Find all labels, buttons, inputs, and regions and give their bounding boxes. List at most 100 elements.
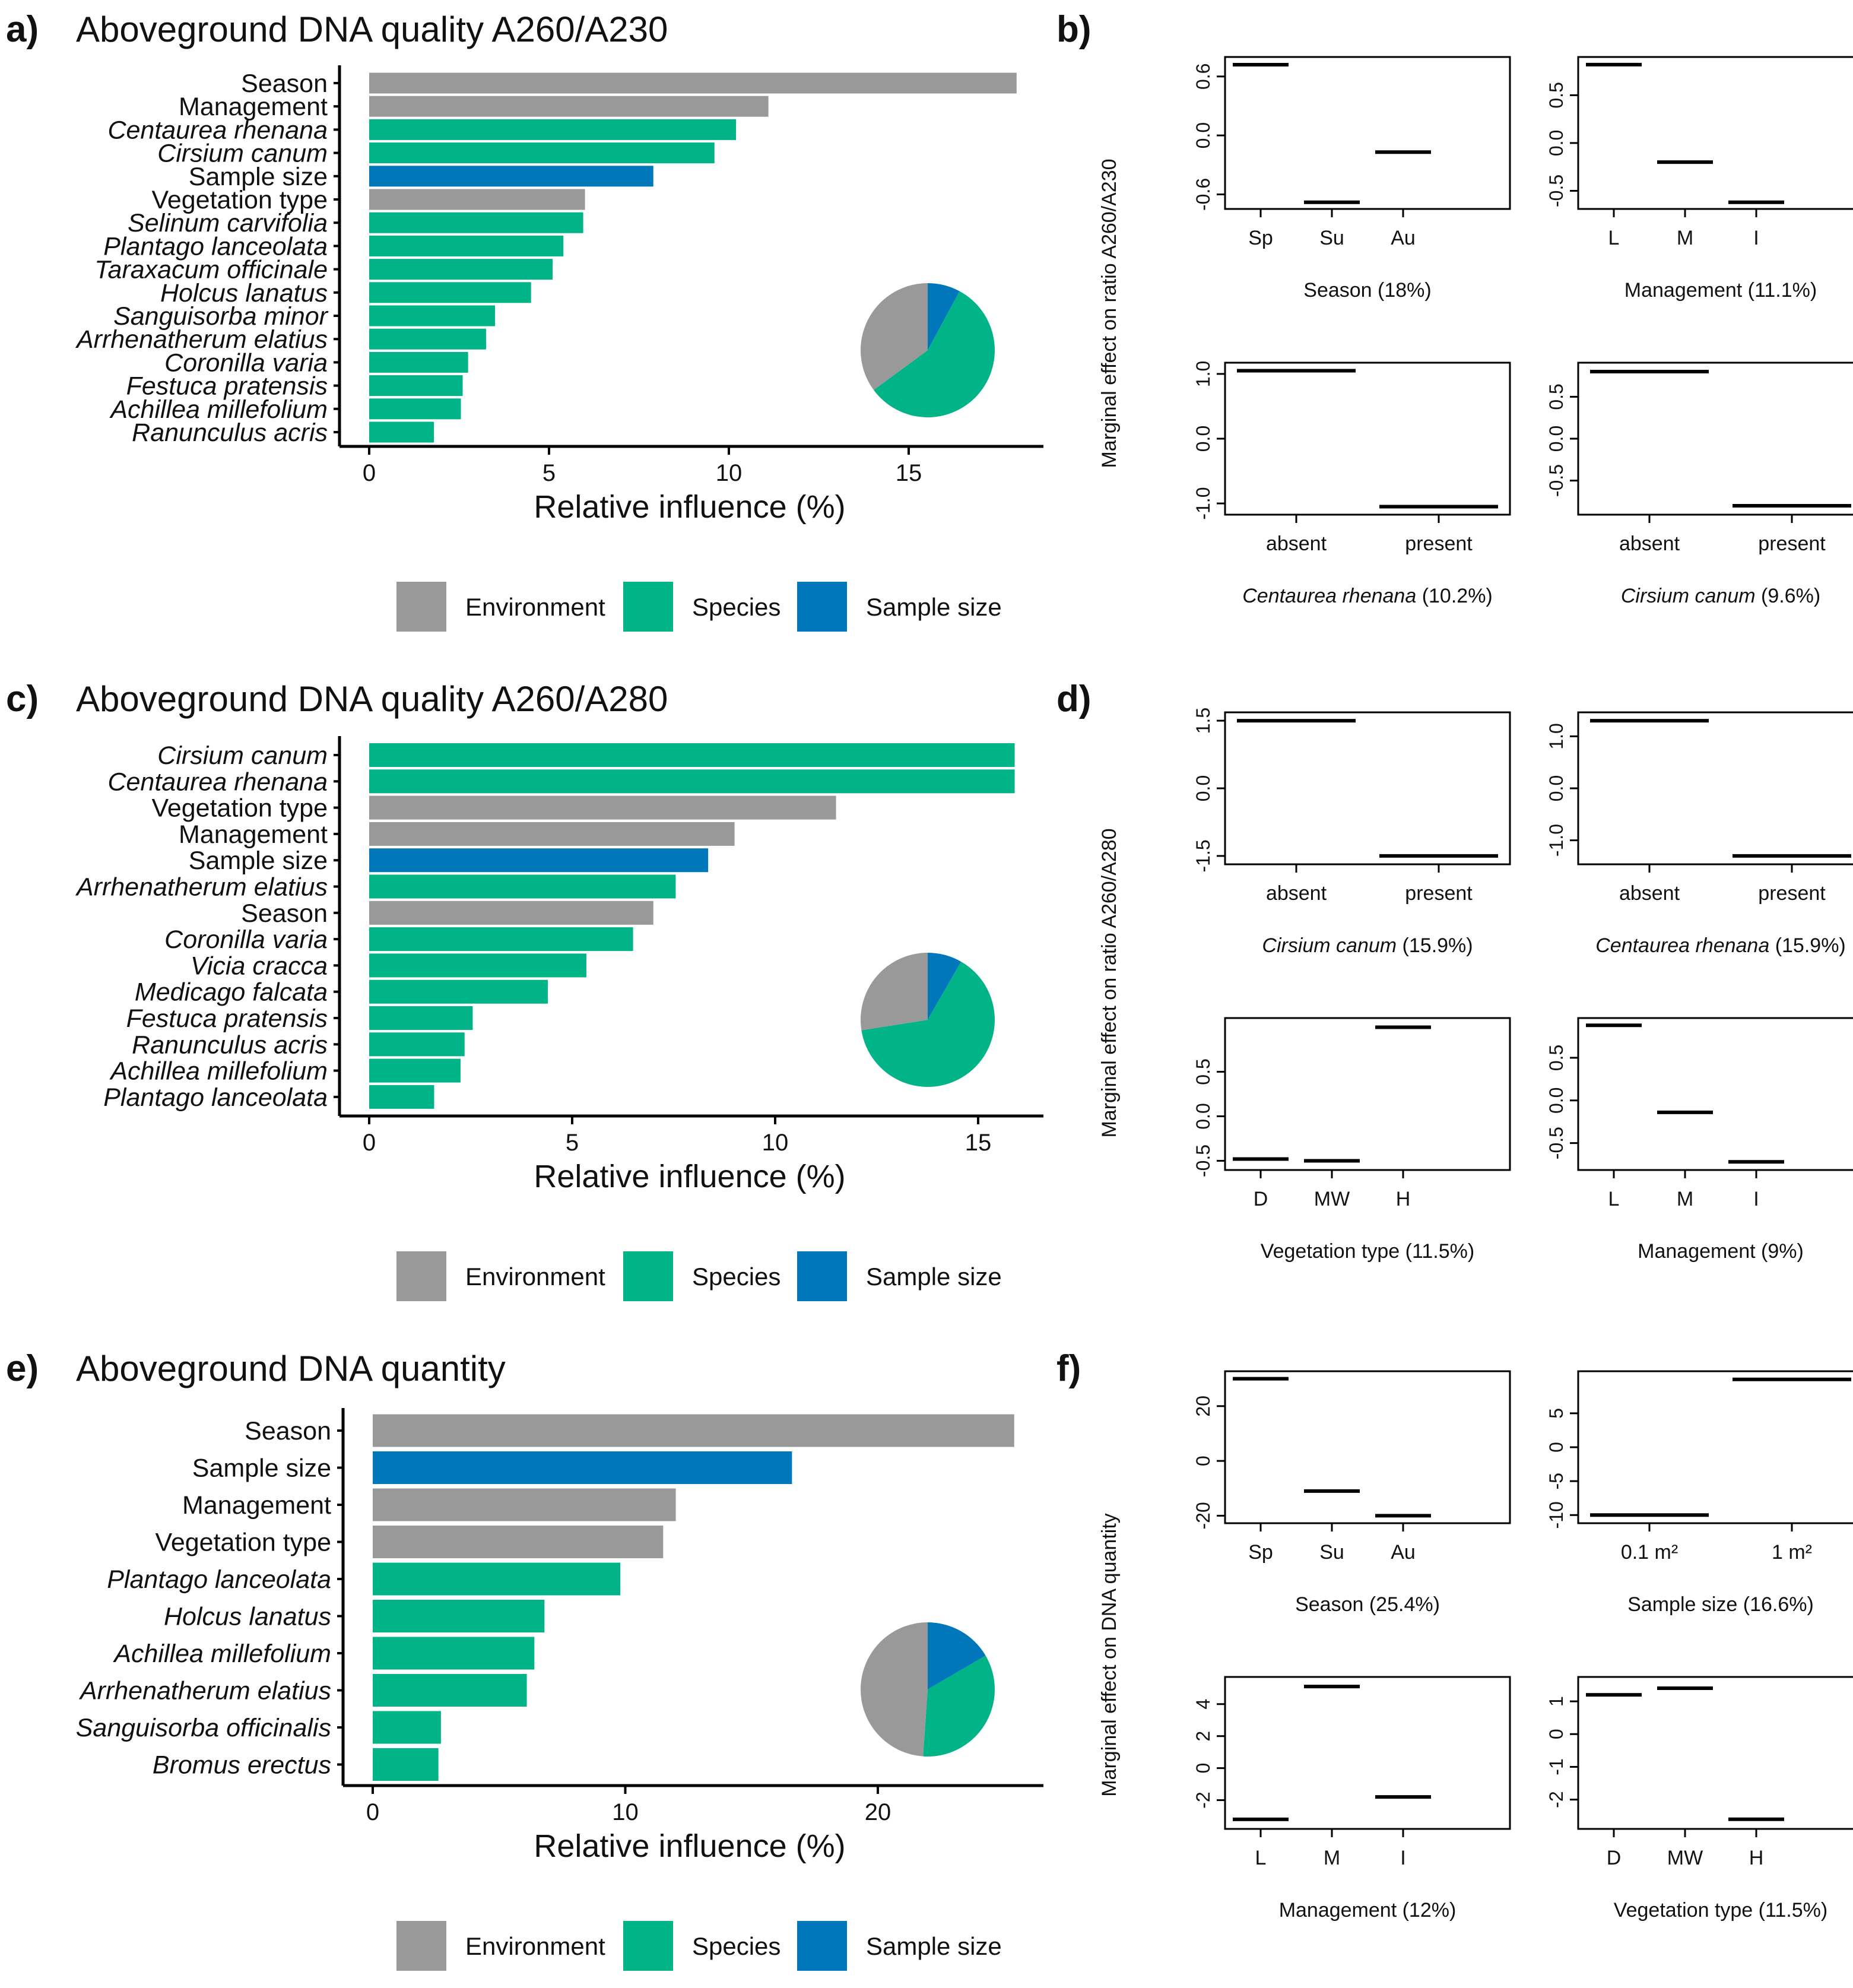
effect-title: Centaurea rhenana (10.2%) xyxy=(1242,585,1493,607)
panel-label: e) xyxy=(6,1348,39,1389)
effects-y-axis-title: Marginal effect on DNA quantity xyxy=(1098,1513,1121,1797)
legend-key-species xyxy=(623,1251,673,1301)
effect-plot: -2 -1 0 1 D MW H Vegetation type (11.5%) xyxy=(1546,1676,1853,1922)
bar-festuca-pratensis xyxy=(369,375,463,397)
pie-slice-environment xyxy=(861,283,928,390)
x-tick-label: L xyxy=(1608,227,1620,249)
x-tick-label: Au xyxy=(1391,1541,1416,1564)
y-tick-label: -1 xyxy=(1546,1758,1567,1775)
y-tick-label: Sample size xyxy=(189,163,328,191)
panel-label: a) xyxy=(6,9,39,50)
y-tick-label: Coronilla varia xyxy=(164,348,328,377)
y-tick-label: Cirsium canum xyxy=(157,139,328,168)
y-tick-label: Festuca pratensis xyxy=(126,372,328,401)
y-tick-label: Holcus lanatus xyxy=(164,1603,331,1631)
effect-title: Cirsium canum (9.6%) xyxy=(1621,585,1820,607)
pie-slice-species xyxy=(874,291,995,418)
legend-label: Sample size xyxy=(866,1932,1002,1960)
plot-frame xyxy=(1577,362,1853,516)
x-tick-label: 10 xyxy=(612,1799,639,1825)
plot-frame xyxy=(1577,56,1853,210)
effect-plot: -0.6 0.0 0.6 Sp Su Au Season (18%) xyxy=(1192,56,1511,302)
x-tick-label: 0.1 m² xyxy=(1621,1541,1678,1564)
legend-label: Sample size xyxy=(866,1263,1002,1291)
x-axis-title: Relative influence (%) xyxy=(534,1828,845,1864)
legend-key-sample-size xyxy=(797,1921,847,1971)
bar-bromus-erectus xyxy=(373,1748,439,1781)
bar-cirsium-canum xyxy=(369,743,1015,767)
y-tick-label: 0 xyxy=(1192,1456,1214,1466)
x-axis-title: Relative influence (%) xyxy=(534,1159,845,1194)
y-tick-label: 0 xyxy=(1546,1442,1567,1453)
bar-holcus-lanatus xyxy=(373,1600,545,1632)
x-tick-label: Sp xyxy=(1248,1541,1273,1564)
x-tick-label: I xyxy=(1753,1188,1759,1210)
y-tick-label: Vicia cracca xyxy=(191,952,328,980)
y-tick-label: Plantago lanceolata xyxy=(103,1083,328,1112)
x-tick-label: I xyxy=(1400,1847,1405,1869)
bar-holcus-lanatus xyxy=(369,282,531,303)
x-tick-label: 10 xyxy=(762,1130,789,1156)
y-tick-label: Festuca pratensis xyxy=(126,1004,328,1033)
x-tick-label: Su xyxy=(1319,1541,1344,1564)
effect-title: Vegetation type (11.5%) xyxy=(1261,1240,1474,1263)
x-tick-label: absent xyxy=(1266,532,1327,555)
pie-slice-sample-size xyxy=(928,283,960,350)
legend-key-sample-size xyxy=(797,582,847,632)
bar-sample-size xyxy=(369,848,709,873)
y-tick-label: 1 xyxy=(1546,1696,1567,1707)
x-tick-label: 10 xyxy=(716,460,743,486)
x-tick-label: present xyxy=(1405,882,1473,905)
bar-sanguisorba-minor xyxy=(369,305,496,326)
y-tick-label: Arrhenatherum elatius xyxy=(78,1677,331,1705)
plot-frame xyxy=(1577,1017,1853,1171)
y-tick-label: 0.0 xyxy=(1546,130,1567,156)
y-tick-label: Achillea millefolium xyxy=(112,1640,331,1668)
effects-y-axis-title: Marginal effect on ratio A260/A280 xyxy=(1098,828,1121,1137)
plot-frame xyxy=(1224,56,1511,210)
y-tick-label: Medicago falcata xyxy=(135,978,328,1007)
y-tick-label: Coronilla varia xyxy=(164,925,328,954)
x-tick-label: H xyxy=(1749,1847,1764,1869)
y-tick-label: 0 xyxy=(1546,1729,1567,1739)
x-tick-label: present xyxy=(1758,532,1826,555)
effect-title: Sample size (16.6%) xyxy=(1627,1593,1814,1616)
bar-arrhenatherum-elatius xyxy=(373,1674,527,1707)
bar-management xyxy=(369,822,735,846)
legend-key-sample-size xyxy=(797,1251,847,1301)
panel-label: c) xyxy=(6,678,39,719)
y-tick-label: 0.0 xyxy=(1192,1103,1214,1129)
legend-label: Species xyxy=(692,593,780,621)
y-tick-label: Cirsium canum xyxy=(157,741,328,770)
bar-season xyxy=(369,72,1017,94)
y-tick-label: Plantago lanceolata xyxy=(103,232,328,261)
x-tick-label: absent xyxy=(1619,882,1680,905)
panel-title: Aboveground DNA quantity xyxy=(76,1349,506,1388)
pie-slice-environment xyxy=(861,1622,928,1756)
legend-label: Sample size xyxy=(866,593,1002,621)
y-tick-label: 4 xyxy=(1192,1699,1214,1710)
effect-plot: -0.5 0.0 0.5 D MW H Vegetation type (11.5%) xyxy=(1192,1017,1511,1263)
x-tick-label: L xyxy=(1608,1188,1620,1210)
y-tick-label: -0.5 xyxy=(1192,1144,1214,1177)
bar-sample-size xyxy=(369,166,653,187)
effect-title: Management (11.1%) xyxy=(1624,279,1817,302)
y-tick-label: Centaurea rhenana xyxy=(107,116,328,144)
y-tick-label: Plantago lanceolata xyxy=(107,1565,331,1594)
y-tick-label: Vegetation type xyxy=(152,794,328,823)
y-tick-label: 0.5 xyxy=(1546,1045,1567,1071)
bar-management xyxy=(373,1488,676,1521)
legend-label: Species xyxy=(692,1263,780,1291)
y-tick-label: -0.5 xyxy=(1546,464,1567,497)
effects-y-axis-title: Marginal effect on ratio A260/A230 xyxy=(1098,158,1121,468)
y-tick-label: 0.0 xyxy=(1192,122,1214,148)
panel-title: Aboveground DNA quality A260/A280 xyxy=(76,679,668,719)
x-tick-label: MW xyxy=(1314,1188,1350,1210)
y-tick-label: Management xyxy=(182,1491,331,1520)
y-tick-label: Season xyxy=(241,69,328,98)
effect-plot: -0.5 0.0 0.5 absent present Cirsium canum (9.… xyxy=(1546,362,1853,607)
bar-vicia-cracca xyxy=(369,953,586,978)
panel-a: a) Aboveground DNA quality A260/A230 Seaso… xyxy=(6,9,1043,632)
legend-label: Environment xyxy=(465,593,605,621)
y-tick-label: -10 xyxy=(1546,1501,1567,1529)
